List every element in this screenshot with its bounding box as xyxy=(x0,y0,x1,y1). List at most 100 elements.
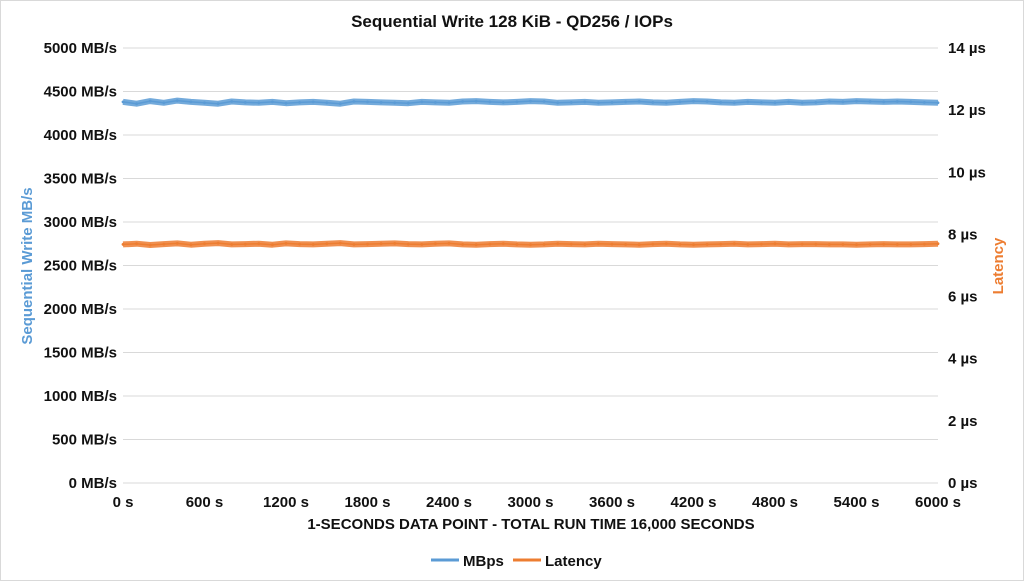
x-tick-0-s: 0 s xyxy=(113,494,134,511)
point-mbps-25 xyxy=(461,100,464,103)
x-tick-6000-s: 6000 s xyxy=(915,494,961,511)
y-left-tick-500-mb-s: 500 MB/s xyxy=(52,432,117,449)
x-tick-2400-s: 2400 s xyxy=(426,494,472,511)
point-latency-3 xyxy=(162,242,166,246)
point-mbps-3 xyxy=(162,101,166,105)
y-right-tick-14-s: 14 µs xyxy=(948,40,986,57)
point-latency-8 xyxy=(230,243,234,246)
y-axis-left-title: Sequential Write MB/s xyxy=(19,187,36,344)
point-latency-39 xyxy=(651,242,655,246)
point-mbps-37 xyxy=(624,100,627,104)
point-mbps-58 xyxy=(909,100,913,104)
point-mbps-17 xyxy=(352,100,356,103)
y-right-tick-4-s: 4 µs xyxy=(948,351,978,368)
x-tick-3000-s: 3000 s xyxy=(508,494,554,511)
y-axis-right-title: Latency xyxy=(990,237,1007,294)
point-mbps-28 xyxy=(501,101,505,104)
point-latency-21 xyxy=(406,242,410,246)
point-mbps-7 xyxy=(216,102,220,106)
point-latency-11 xyxy=(271,243,274,247)
point-latency-59 xyxy=(923,242,926,246)
point-mbps-21 xyxy=(406,101,410,105)
x-tick-1200-s: 1200 s xyxy=(263,494,309,511)
point-latency-12 xyxy=(284,242,288,245)
y-left-tick-2000-mb-s: 2000 MB/s xyxy=(44,301,117,318)
point-mbps-39 xyxy=(651,101,655,104)
point-mbps-30 xyxy=(529,99,532,103)
point-latency-60 xyxy=(936,242,940,246)
point-latency-4 xyxy=(175,242,179,245)
point-latency-13 xyxy=(298,242,301,246)
x-tick-4800-s: 4800 s xyxy=(752,494,798,511)
point-latency-19 xyxy=(379,242,383,246)
point-mbps-10 xyxy=(257,101,261,105)
point-latency-45 xyxy=(732,242,736,246)
point-latency-52 xyxy=(827,243,831,246)
point-latency-53 xyxy=(841,243,845,246)
x-tick-600-s: 600 s xyxy=(186,494,224,511)
series-mbps xyxy=(121,97,940,107)
point-mbps-34 xyxy=(583,100,587,104)
x-tick-5400-s: 5400 s xyxy=(834,494,880,511)
point-mbps-13 xyxy=(298,101,301,104)
point-latency-49 xyxy=(787,243,790,246)
point-mbps-26 xyxy=(474,99,478,103)
point-latency-18 xyxy=(366,242,369,246)
point-mbps-35 xyxy=(597,101,600,105)
point-mbps-59 xyxy=(923,101,926,104)
y-left-tick-4000-mb-s: 4000 MB/s xyxy=(44,127,117,144)
point-mbps-43 xyxy=(705,100,709,103)
point-latency-33 xyxy=(569,242,573,246)
point-latency-55 xyxy=(868,243,872,246)
legend-label-latency: Latency xyxy=(545,553,602,570)
y-right-tick-10-s: 10 µs xyxy=(948,164,986,181)
point-mbps-19 xyxy=(379,101,383,104)
series-latency xyxy=(121,240,940,248)
legend-item-latency: Latency xyxy=(513,553,602,570)
point-latency-30 xyxy=(529,243,532,247)
point-mbps-44 xyxy=(719,101,723,104)
legend-label-mbps: MBps xyxy=(463,553,504,570)
point-latency-35 xyxy=(597,242,600,246)
point-mbps-11 xyxy=(271,100,274,104)
point-latency-38 xyxy=(637,243,641,247)
point-mbps-1 xyxy=(135,102,139,106)
point-mbps-40 xyxy=(664,101,668,105)
point-latency-32 xyxy=(556,242,560,246)
point-latency-54 xyxy=(855,243,858,247)
point-mbps-23 xyxy=(434,101,437,104)
point-latency-42 xyxy=(692,243,695,247)
point-latency-14 xyxy=(311,243,315,246)
x-tick-4200-s: 4200 s xyxy=(671,494,717,511)
point-mbps-57 xyxy=(895,100,899,103)
y-left-tick-2500-mb-s: 2500 MB/s xyxy=(44,258,117,275)
point-latency-2 xyxy=(148,243,152,247)
point-mbps-42 xyxy=(692,99,695,103)
y-left-tick-3000-mb-s: 3000 MB/s xyxy=(44,214,117,231)
point-mbps-36 xyxy=(610,101,614,104)
point-mbps-38 xyxy=(637,100,641,103)
point-mbps-56 xyxy=(882,100,886,104)
y-right-tick-12-s: 12 µs xyxy=(948,102,986,119)
y-right-tick-2-s: 2 µs xyxy=(948,413,978,430)
point-mbps-47 xyxy=(760,101,763,104)
point-latency-27 xyxy=(488,242,492,246)
point-mbps-18 xyxy=(366,100,369,104)
point-latency-46 xyxy=(746,243,750,246)
y-right-tick-8-s: 8 µs xyxy=(948,226,978,243)
point-latency-5 xyxy=(189,243,193,247)
point-latency-37 xyxy=(624,243,627,246)
point-latency-23 xyxy=(434,242,437,246)
y-left-tick-3500-mb-s: 3500 MB/s xyxy=(44,171,117,188)
point-mbps-33 xyxy=(569,101,573,104)
point-latency-9 xyxy=(243,242,247,246)
y-left-tick-4500-mb-s: 4500 MB/s xyxy=(44,84,117,101)
point-mbps-12 xyxy=(284,101,288,105)
legend-item-mbps: MBps xyxy=(431,553,504,570)
point-latency-51 xyxy=(814,242,818,246)
point-latency-6 xyxy=(203,242,206,246)
point-latency-20 xyxy=(393,242,397,245)
point-mbps-45 xyxy=(732,101,736,105)
point-mbps-54 xyxy=(855,99,858,103)
point-mbps-9 xyxy=(243,101,247,104)
